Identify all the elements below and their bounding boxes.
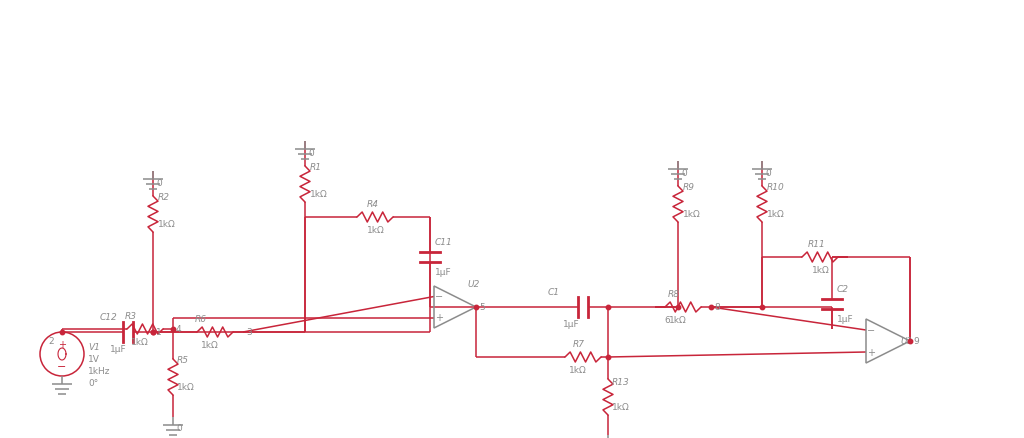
Text: 1: 1 — [156, 327, 162, 336]
Text: V1: V1 — [88, 342, 100, 351]
Text: 0: 0 — [681, 169, 687, 177]
Text: 0: 0 — [308, 148, 313, 158]
Text: C11: C11 — [435, 237, 453, 247]
Text: 1kΩ: 1kΩ — [131, 337, 148, 346]
Text: 1kΩ: 1kΩ — [612, 402, 630, 411]
Text: R3: R3 — [125, 311, 137, 320]
Text: R9: R9 — [683, 183, 695, 191]
Text: R10: R10 — [767, 183, 784, 191]
Text: −: − — [435, 292, 443, 302]
Text: 1kΩ: 1kΩ — [367, 226, 385, 234]
Text: 1kΩ: 1kΩ — [310, 190, 328, 198]
Text: +: + — [435, 313, 443, 323]
Text: R2: R2 — [158, 193, 170, 201]
Text: C12: C12 — [100, 312, 118, 321]
Text: 1kHz: 1kHz — [88, 366, 111, 375]
Text: 0°: 0° — [88, 378, 98, 387]
Text: U2: U2 — [467, 279, 479, 288]
Text: +: + — [867, 347, 874, 357]
Text: 4: 4 — [176, 324, 181, 333]
Text: 1V: 1V — [88, 354, 100, 363]
Text: 1kΩ: 1kΩ — [812, 265, 829, 274]
Text: 2: 2 — [48, 336, 53, 345]
Text: U1: U1 — [900, 336, 912, 345]
Text: C2: C2 — [837, 284, 849, 293]
Text: R5: R5 — [177, 355, 189, 364]
Text: +: + — [58, 339, 66, 349]
Text: 1μF: 1μF — [837, 314, 854, 323]
Text: 1kΩ: 1kΩ — [767, 209, 784, 219]
Text: 1μF: 1μF — [110, 344, 127, 353]
Text: 1μF: 1μF — [563, 319, 580, 328]
Text: −: − — [867, 325, 876, 335]
Text: 1kΩ: 1kΩ — [201, 340, 219, 349]
Text: 1μF: 1μF — [435, 267, 452, 276]
Text: 9: 9 — [913, 336, 919, 345]
Text: 5: 5 — [479, 302, 484, 311]
Text: 6: 6 — [664, 315, 670, 324]
Text: 0: 0 — [765, 169, 771, 177]
Text: 1kΩ: 1kΩ — [683, 209, 700, 219]
Text: 8: 8 — [714, 302, 720, 311]
Text: R11: R11 — [808, 240, 825, 248]
Text: 1kΩ: 1kΩ — [158, 219, 176, 229]
Text: R7: R7 — [573, 339, 585, 348]
Text: 1kΩ: 1kΩ — [669, 315, 687, 324]
Text: R1: R1 — [310, 162, 322, 172]
Text: 1kΩ: 1kΩ — [569, 365, 587, 374]
Text: R4: R4 — [367, 200, 379, 208]
Text: 1kΩ: 1kΩ — [177, 382, 195, 391]
Text: R13: R13 — [612, 377, 630, 386]
Text: −: − — [57, 361, 67, 371]
Text: C1: C1 — [548, 287, 560, 297]
Text: 3: 3 — [246, 327, 252, 336]
Text: R8: R8 — [668, 290, 680, 298]
Text: 0: 0 — [156, 179, 162, 187]
Text: 0: 0 — [176, 423, 181, 432]
Text: R6: R6 — [195, 314, 207, 323]
